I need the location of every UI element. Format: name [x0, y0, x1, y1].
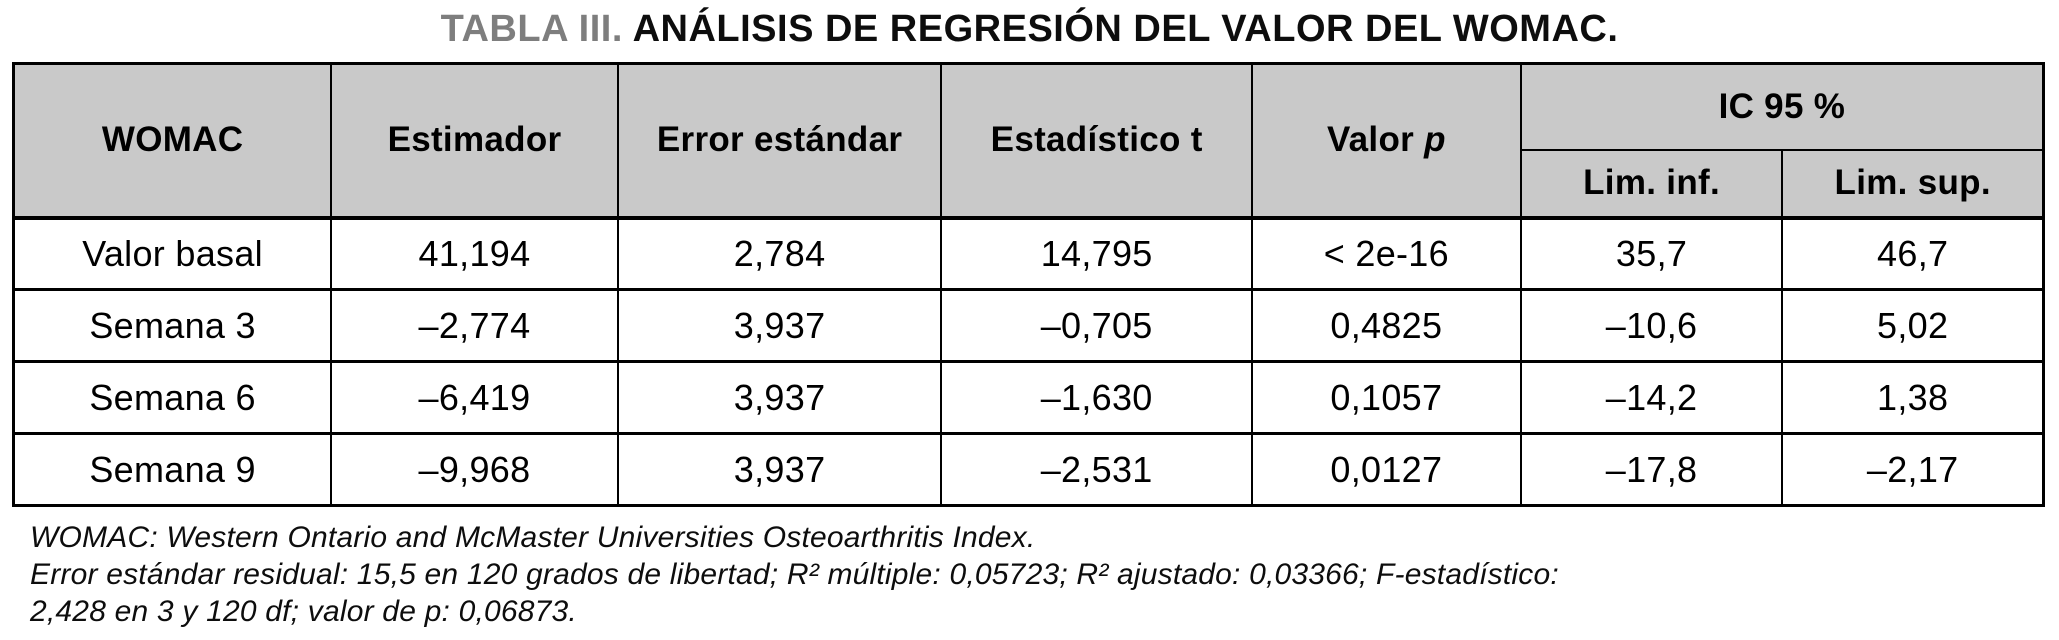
cell-estimador: –9,968	[330, 432, 619, 507]
cell-womac: Semana 6	[12, 360, 333, 435]
col-header-womac: WOMAC	[12, 62, 333, 219]
cell-valor-p: 0,0127	[1250, 432, 1522, 507]
table-header: WOMAC Estimador Error estándar Estadísti…	[12, 62, 2045, 219]
cell-estimador: –6,419	[330, 360, 619, 435]
cell-error-estandar: 3,937	[616, 288, 943, 363]
col-header-lim-sup: Lim. sup.	[1781, 148, 2045, 219]
cell-lim-sup: 46,7	[1781, 215, 2045, 291]
cell-valor-p: < 2e-16	[1250, 215, 1522, 291]
col-header-valor-p: Valor p	[1250, 62, 1522, 219]
table-body: Valor basal 41,194 2,784 14,795 < 2e-16 …	[12, 215, 2045, 507]
col-header-error-estandar: Error estándar	[616, 62, 943, 219]
valor-p-prefix: Valor	[1326, 120, 1425, 160]
table-row-semana-6: Semana 6 –6,419 3,937 –1,630 0,1057 –14,…	[12, 360, 2045, 435]
cell-lim-inf: 35,7	[1519, 215, 1784, 291]
cell-lim-sup: 5,02	[1781, 288, 2045, 363]
cell-lim-inf: –17,8	[1519, 432, 1784, 507]
footnote-line: Error estándar residual: 15,5 en 120 gra…	[30, 558, 1559, 591]
header-row-sub: Lim. inf. Lim. sup.	[14, 148, 2045, 219]
valor-p-symbol: p	[1424, 120, 1446, 160]
footnote-line: 2,428 en 3 y 120 df; valor de p: 0,06873…	[30, 595, 577, 628]
cell-error-estandar: 2,784	[616, 215, 943, 291]
cell-error-estandar: 3,937	[616, 432, 943, 507]
cell-valor-p: 0,1057	[1250, 360, 1522, 435]
header-row-top: WOMAC Estimador Error estándar Estadísti…	[12, 62, 2045, 219]
col-header-ic95: IC 95 %	[1519, 62, 2045, 151]
table-row-semana-9: Semana 9 –9,968 3,937 –2,531 0,0127 –17,…	[12, 432, 2045, 507]
cell-lim-sup: 1,38	[1781, 360, 2045, 435]
cell-lim-inf: –10,6	[1519, 288, 1784, 363]
cell-lim-sup: –2,17	[1781, 432, 2045, 507]
cell-estadistico-t: –0,705	[940, 288, 1253, 363]
cell-estimador: –2,774	[330, 288, 619, 363]
cell-womac: Semana 3	[12, 288, 333, 363]
table-row-valor-basal: Valor basal 41,194 2,784 14,795 < 2e-16 …	[12, 215, 2045, 291]
regression-table: WOMAC Estimador Error estándar Estadísti…	[12, 62, 2045, 507]
cell-estimador: 41,194	[330, 215, 619, 291]
cell-lim-inf: –14,2	[1519, 360, 1784, 435]
table-title: TABLA III. ANÁLISIS DE REGRESIÓN DEL VAL…	[0, 0, 2059, 51]
table-footnotes: WOMAC: Western Ontario and McMaster Univ…	[30, 519, 2059, 630]
col-header-estadistico-t: Estadístico t	[940, 62, 1253, 219]
col-header-lim-inf: Lim. inf.	[1519, 148, 1784, 219]
footnote-line: WOMAC: Western Ontario and McMaster Univ…	[30, 521, 1036, 554]
cell-valor-p: 0,4825	[1250, 288, 1522, 363]
cell-estadistico-t: 14,795	[940, 215, 1253, 291]
table-row-semana-3: Semana 3 –2,774 3,937 –0,705 0,4825 –10,…	[12, 288, 2045, 363]
cell-error-estandar: 3,937	[616, 360, 943, 435]
cell-womac: Valor basal	[12, 215, 333, 291]
table-caption: ANÁLISIS DE REGRESIÓN DEL VALOR DEL WOMA…	[632, 8, 1619, 50]
cell-estadistico-t: –1,630	[940, 360, 1253, 435]
cell-estadistico-t: –2,531	[940, 432, 1253, 507]
cell-womac: Semana 9	[12, 432, 333, 507]
col-header-estimador: Estimador	[330, 62, 619, 219]
table-number-label: TABLA III.	[440, 8, 623, 50]
